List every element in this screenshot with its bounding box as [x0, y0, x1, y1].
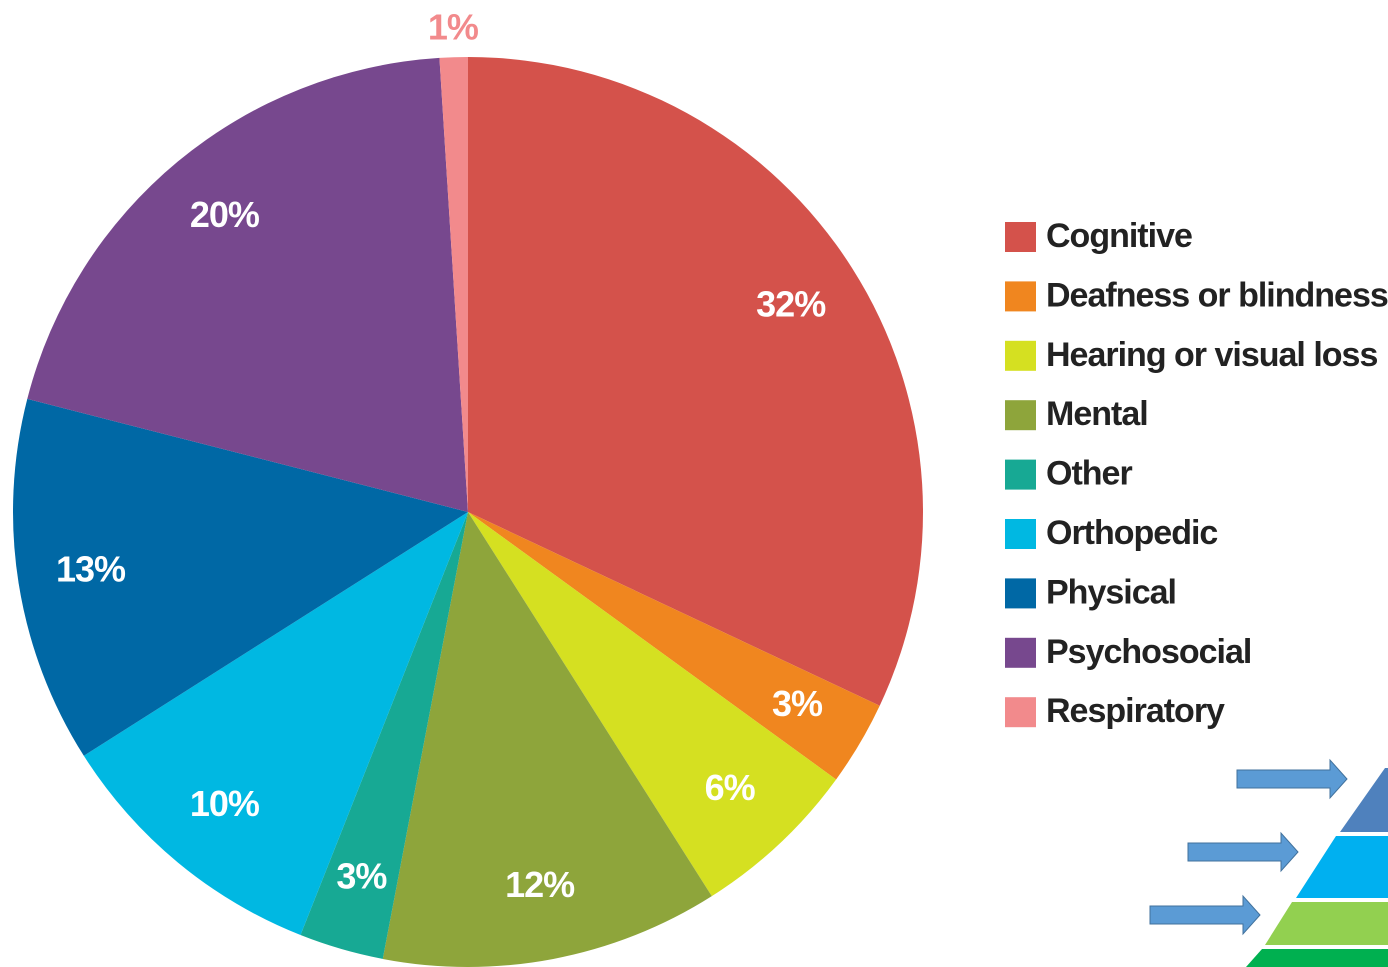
pie-slice [468, 512, 837, 897]
pie-slice [468, 512, 880, 780]
legend-swatch [1005, 578, 1036, 609]
legend-label: Other [1046, 455, 1132, 493]
data-label: 3% [336, 856, 387, 897]
pie-slice [439, 57, 468, 512]
arrow [1149, 894, 1261, 936]
legend-swatch [1005, 222, 1036, 252]
pie-slice [300, 512, 468, 959]
pie-slice [83, 512, 468, 936]
legend-label: Mental [1046, 395, 1148, 433]
data-label: 1% [428, 6, 479, 47]
legend-label: Physical [1046, 573, 1176, 611]
data-label: 6% [705, 767, 756, 808]
legend-label: Hearing or visual loss [1046, 336, 1377, 374]
pie-slice [13, 398, 468, 756]
data-label: 12% [505, 864, 575, 905]
pie-slice [382, 512, 712, 967]
data-label: 13% [56, 548, 126, 589]
legend-label: Orthopedic [1046, 514, 1217, 552]
legend-swatch [1005, 281, 1036, 312]
data-label: 3% [772, 683, 823, 724]
legend-label: Psychosocial [1046, 633, 1251, 671]
pyramid-layer [1296, 836, 1388, 898]
arrow [1187, 831, 1299, 873]
legend-swatch [1005, 697, 1036, 728]
legend-swatch [1005, 400, 1036, 431]
data-label: 32% [756, 284, 826, 325]
data-label: 20% [190, 194, 260, 235]
legend-swatch [1005, 340, 1036, 371]
arrow [1236, 758, 1348, 800]
legend-swatch [1005, 459, 1036, 490]
data-label: 10% [190, 783, 260, 824]
legend-swatch [1005, 519, 1036, 549]
legend-label: Respiratory [1046, 692, 1225, 730]
pyramid-layer [1265, 902, 1388, 945]
legend-label: Cognitive [1046, 217, 1192, 255]
pyramid-layer [1340, 768, 1388, 832]
legend-label: Deafness or blindness [1046, 276, 1388, 314]
pyramid-graphic [1149, 758, 1388, 967]
pyramid-layer [1246, 949, 1388, 967]
pie-slice [468, 57, 923, 706]
pie-slice [27, 57, 468, 513]
legend-swatch [1005, 637, 1036, 668]
